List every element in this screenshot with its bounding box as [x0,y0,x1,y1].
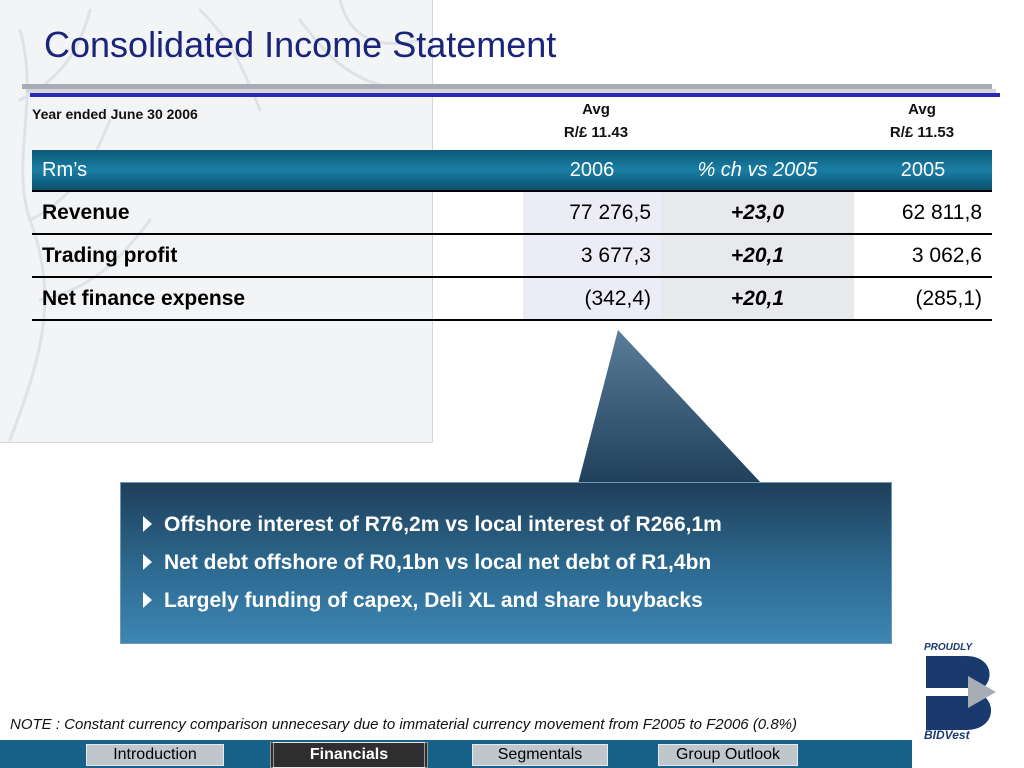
avg-rate-value: R/£ 11.53 [889,124,955,141]
value-2005: (285,1) [854,277,992,321]
table-row: Revenue 77 276,5 +23,0 62 811,8 [32,190,992,235]
bullet-text: Largely funding of capex, Deli XL and sh… [164,589,703,612]
bullet-arrow-icon [143,592,152,608]
callout-box: Offshore interest of R76,2m vs local int… [120,482,892,644]
callout-bullet: Largely funding of capex, Deli XL and sh… [143,589,891,627]
avg-rate-value: R/£ 11.43 [563,124,629,141]
logo-tagline: PROUDLY [924,642,973,653]
nav-introduction[interactable]: Introduction [86,744,224,766]
callout-bullet-list: Offshore interest of R76,2m vs local int… [121,483,891,627]
bullet-arrow-icon [143,516,152,532]
nav-group-outlook[interactable]: Group Outlook [658,744,798,766]
bottom-nav-bar: Introduction Financials Segmentals Group… [0,740,912,768]
row-label: Trading profit [32,234,523,278]
title-rule [22,84,1000,97]
value-2006: 3 677,3 [523,234,661,278]
header-2005: 2005 [854,150,992,191]
header-2006: 2006 [523,150,661,191]
row-label: Revenue [32,190,523,235]
avg-rate-2006: Avg R/£ 11.43 [536,98,656,144]
avg-label: Avg [908,101,936,118]
header-change: % ch vs 2005 [661,150,854,191]
value-2005: 62 811,8 [854,190,992,235]
change-value: +20,1 [661,234,854,278]
bullet-text: Offshore interest of R76,2m vs local int… [164,513,722,536]
avg-label: Avg [582,101,610,118]
value-2005: 3 062,6 [854,234,992,278]
nav-segmentals[interactable]: Segmentals [472,744,608,766]
avg-rate-2005: Avg R/£ 11.53 [862,98,982,144]
income-statement-table: Rm’s 2006 % ch vs 2005 2005 Revenue 77 2… [32,150,992,321]
callout-bullet: Net debt offshore of R0,1bn vs local net… [143,551,891,589]
callout-bullet: Offshore interest of R76,2m vs local int… [143,513,891,551]
table-row: Net finance expense (342,4) +20,1 (285,1… [32,277,992,321]
bidvest-logo: PROUDLY BIDVest [924,642,996,740]
change-value: +23,0 [661,190,854,235]
change-value: +20,1 [661,277,854,321]
header-rms: Rm’s [32,150,523,191]
nav-financials[interactable]: Financials [270,742,428,768]
row-label: Net finance expense [32,277,523,321]
value-2006: (342,4) [523,277,661,321]
period-label: Year ended June 30 2006 [32,106,198,122]
table-row: Trading profit 3 677,3 +20,1 3 062,6 [32,234,992,278]
bullet-text: Net debt offshore of R0,1bn vs local net… [164,551,712,574]
bullet-arrow-icon [143,554,152,570]
footnote: NOTE : Constant currency comparison unne… [10,716,797,733]
logo-name: BIDVest [924,728,971,740]
table-header-row: Rm’s 2006 % ch vs 2005 2005 [32,150,992,191]
page-title: Consolidated Income Statement [44,24,557,65]
value-2006: 77 276,5 [523,190,661,235]
